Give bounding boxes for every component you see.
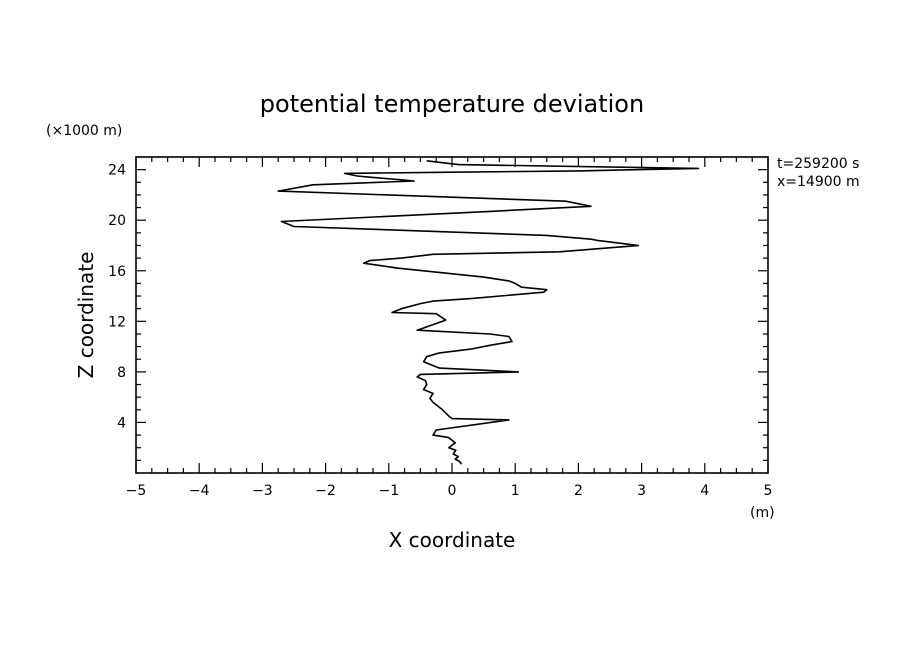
x-tick-label: −1	[378, 483, 399, 499]
x-tick-label: −2	[315, 483, 336, 499]
annotation-time: t=259200 s	[777, 156, 859, 172]
y-tick-label: 20	[108, 213, 126, 229]
x-unit-label: (m)	[750, 505, 775, 521]
series-line	[277, 160, 700, 465]
x-tick-labels: −5 −4 −3 −2 −1 0 1 2 3 4 5	[126, 483, 773, 499]
y-tick-label: 12	[108, 314, 126, 330]
chart-title: potential temperature deviation	[260, 90, 644, 118]
y-unit-label: (×1000 m)	[46, 123, 122, 139]
annotation-x-position: x=14900 m	[777, 174, 860, 190]
x-tick-label: 5	[764, 483, 773, 499]
y-tick-label: 4	[117, 415, 126, 431]
x-tick-label: 2	[574, 483, 583, 499]
x-tick-label: 1	[511, 483, 520, 499]
x-tick-label: −3	[252, 483, 273, 499]
x-tick-label: −5	[126, 483, 147, 499]
x-tick-label: 3	[637, 483, 646, 499]
y-tick-label: 16	[108, 264, 126, 280]
plot-frame	[135, 156, 769, 474]
y-tick-label: 24	[108, 163, 126, 179]
x-axis-label: X coordinate	[389, 528, 516, 552]
y-axis-label: Z coordinate	[74, 252, 98, 379]
axis-ticks	[135, 156, 769, 473]
x-tick-label: 0	[448, 483, 457, 499]
x-tick-label: −4	[189, 483, 210, 499]
x-tick-label: 4	[700, 483, 709, 499]
y-tick-labels: 4 8 12 16 20 24	[108, 163, 126, 432]
y-tick-label: 8	[117, 365, 126, 381]
